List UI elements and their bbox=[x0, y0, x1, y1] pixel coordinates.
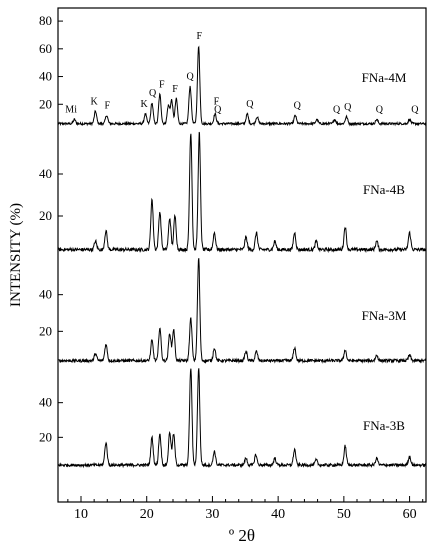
peak-annotation: Q bbox=[149, 88, 157, 99]
x-tick-label: 20 bbox=[140, 507, 154, 522]
x-tick-label: 50 bbox=[337, 507, 351, 522]
peak-annotation: F bbox=[214, 96, 220, 107]
x-tick-label: 60 bbox=[403, 507, 417, 522]
plot-frame bbox=[57, 7, 427, 503]
peak-annotation: Q bbox=[214, 105, 222, 116]
peak-annotation: F bbox=[172, 84, 178, 95]
panel-fna-3m: 20 40 FNa-3M bbox=[39, 258, 427, 364]
peak-annotation: Q bbox=[294, 100, 302, 111]
y-tick-label: 40 bbox=[39, 395, 52, 410]
y-tick-label: 80 bbox=[39, 13, 52, 28]
y-tick-label: 20 bbox=[39, 96, 52, 111]
peak-annotation: Q bbox=[376, 105, 384, 116]
y-tick-label: 60 bbox=[39, 41, 52, 56]
peak-annotation: Q bbox=[411, 105, 419, 116]
peak-annotation: Q bbox=[333, 105, 341, 116]
peak-annotation: F bbox=[197, 31, 203, 42]
peak-annotation: F bbox=[105, 100, 111, 111]
x-tick-label: 30 bbox=[205, 507, 219, 522]
series-trace-fna-4m bbox=[57, 45, 427, 127]
y-tick-label: 20 bbox=[39, 429, 52, 444]
x-tick-label: 10 bbox=[74, 507, 88, 522]
series-trace-fna-3b bbox=[57, 368, 427, 469]
peak-annotation: K bbox=[91, 96, 99, 107]
series-label: FNa-4M bbox=[362, 70, 407, 85]
frame-layer bbox=[57, 7, 427, 503]
y-axis-label: INTENSITY (%) bbox=[8, 203, 24, 307]
y-tick-label: 20 bbox=[39, 208, 52, 223]
x-axis-label: º 2θ bbox=[229, 526, 255, 545]
peak-annotation: K bbox=[140, 99, 148, 110]
x-tick-label: 40 bbox=[271, 507, 285, 522]
series-label: FNa-3M bbox=[362, 308, 407, 323]
peak-annotation: Q bbox=[246, 99, 254, 110]
series-label: FNa-4B bbox=[363, 182, 405, 197]
y-tick-label: 40 bbox=[39, 166, 52, 181]
series-trace-fna-3m bbox=[57, 258, 427, 364]
peak-annotation: Q bbox=[186, 71, 194, 82]
panel-fna-3b: 20 40 FNa-3B bbox=[39, 368, 427, 469]
y-tick-label: 20 bbox=[39, 323, 52, 338]
peak-annotation: Mi bbox=[65, 105, 77, 116]
panel-fna-4b: 20 40 FNa-4B bbox=[39, 131, 427, 254]
y-tick-label: 40 bbox=[39, 287, 52, 302]
x-axis: 10 20 30 40 50 60 bbox=[67, 496, 424, 522]
series-label: FNa-3B bbox=[363, 418, 405, 433]
series-trace-fna-4b bbox=[57, 131, 427, 254]
peak-annotation: F bbox=[159, 80, 165, 91]
y-tick-label: 40 bbox=[39, 69, 52, 84]
peak-annotation: Q bbox=[344, 102, 352, 113]
